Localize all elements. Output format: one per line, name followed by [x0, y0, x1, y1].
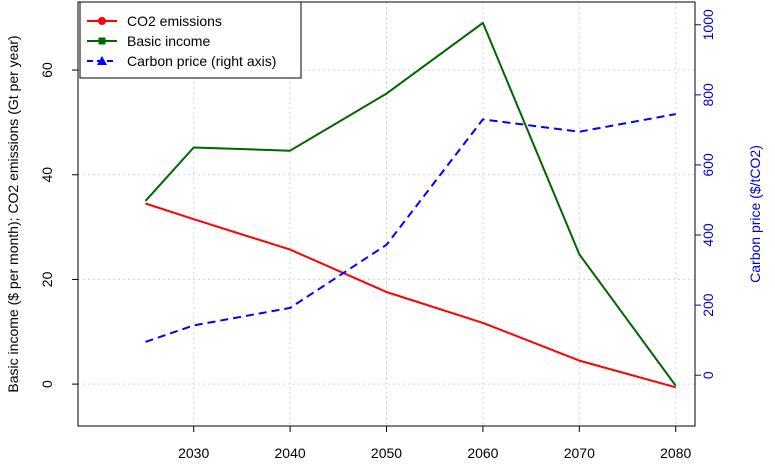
y-right-tick-label: 0	[700, 371, 716, 379]
y-right-tick-label: 1000	[700, 9, 716, 40]
x-tick-label: 2050	[371, 445, 402, 461]
y-left-tick-label: 0	[39, 380, 55, 388]
y-axis-right-title: Carbon price ($/tCO2)	[747, 145, 763, 283]
legend-label-basic-income: Basic income	[127, 33, 210, 49]
x-tick-label: 2080	[660, 445, 691, 461]
y-left-tick-label: 20	[39, 271, 55, 287]
y-right-tick-label: 800	[700, 83, 716, 107]
x-axis: 2030 2040 2050 2060 2070 2080	[178, 426, 691, 461]
y-axis-left: 0 20 40 60	[39, 62, 78, 388]
x-tick-label: 2030	[178, 445, 209, 461]
x-tick-label: 2060	[467, 445, 498, 461]
x-tick-label: 2040	[275, 445, 306, 461]
x-tick-label: 2070	[564, 445, 595, 461]
y-left-tick-label: 40	[39, 167, 55, 183]
series-line-carbon-price-right-axis	[145, 113, 676, 343]
y-right-tick-label: 400	[700, 223, 716, 247]
legend: CO2 emissions Basic income Carbon price …	[79, 1, 302, 79]
legend-label-co2: CO2 emissions	[127, 13, 222, 29]
y-axis-left-title: Basic income ($ per month); CO2 emission…	[5, 35, 21, 392]
y-right-tick-label: 200	[700, 293, 716, 317]
legend-marker-co2	[98, 17, 106, 25]
y-axis-right: 0 200 400 600 800 1000	[695, 9, 716, 379]
legend-marker-basic-income	[98, 37, 106, 45]
y-left-tick-label: 60	[39, 62, 55, 78]
series-line-co2-emissions	[145, 202, 676, 389]
y-right-tick-label: 600	[700, 153, 716, 177]
legend-label-carbon-price: Carbon price (right axis)	[127, 53, 276, 69]
series-lines	[144, 21, 677, 389]
legend-marker-carbon-price	[97, 56, 107, 65]
series-line-basic-income	[144, 21, 677, 387]
